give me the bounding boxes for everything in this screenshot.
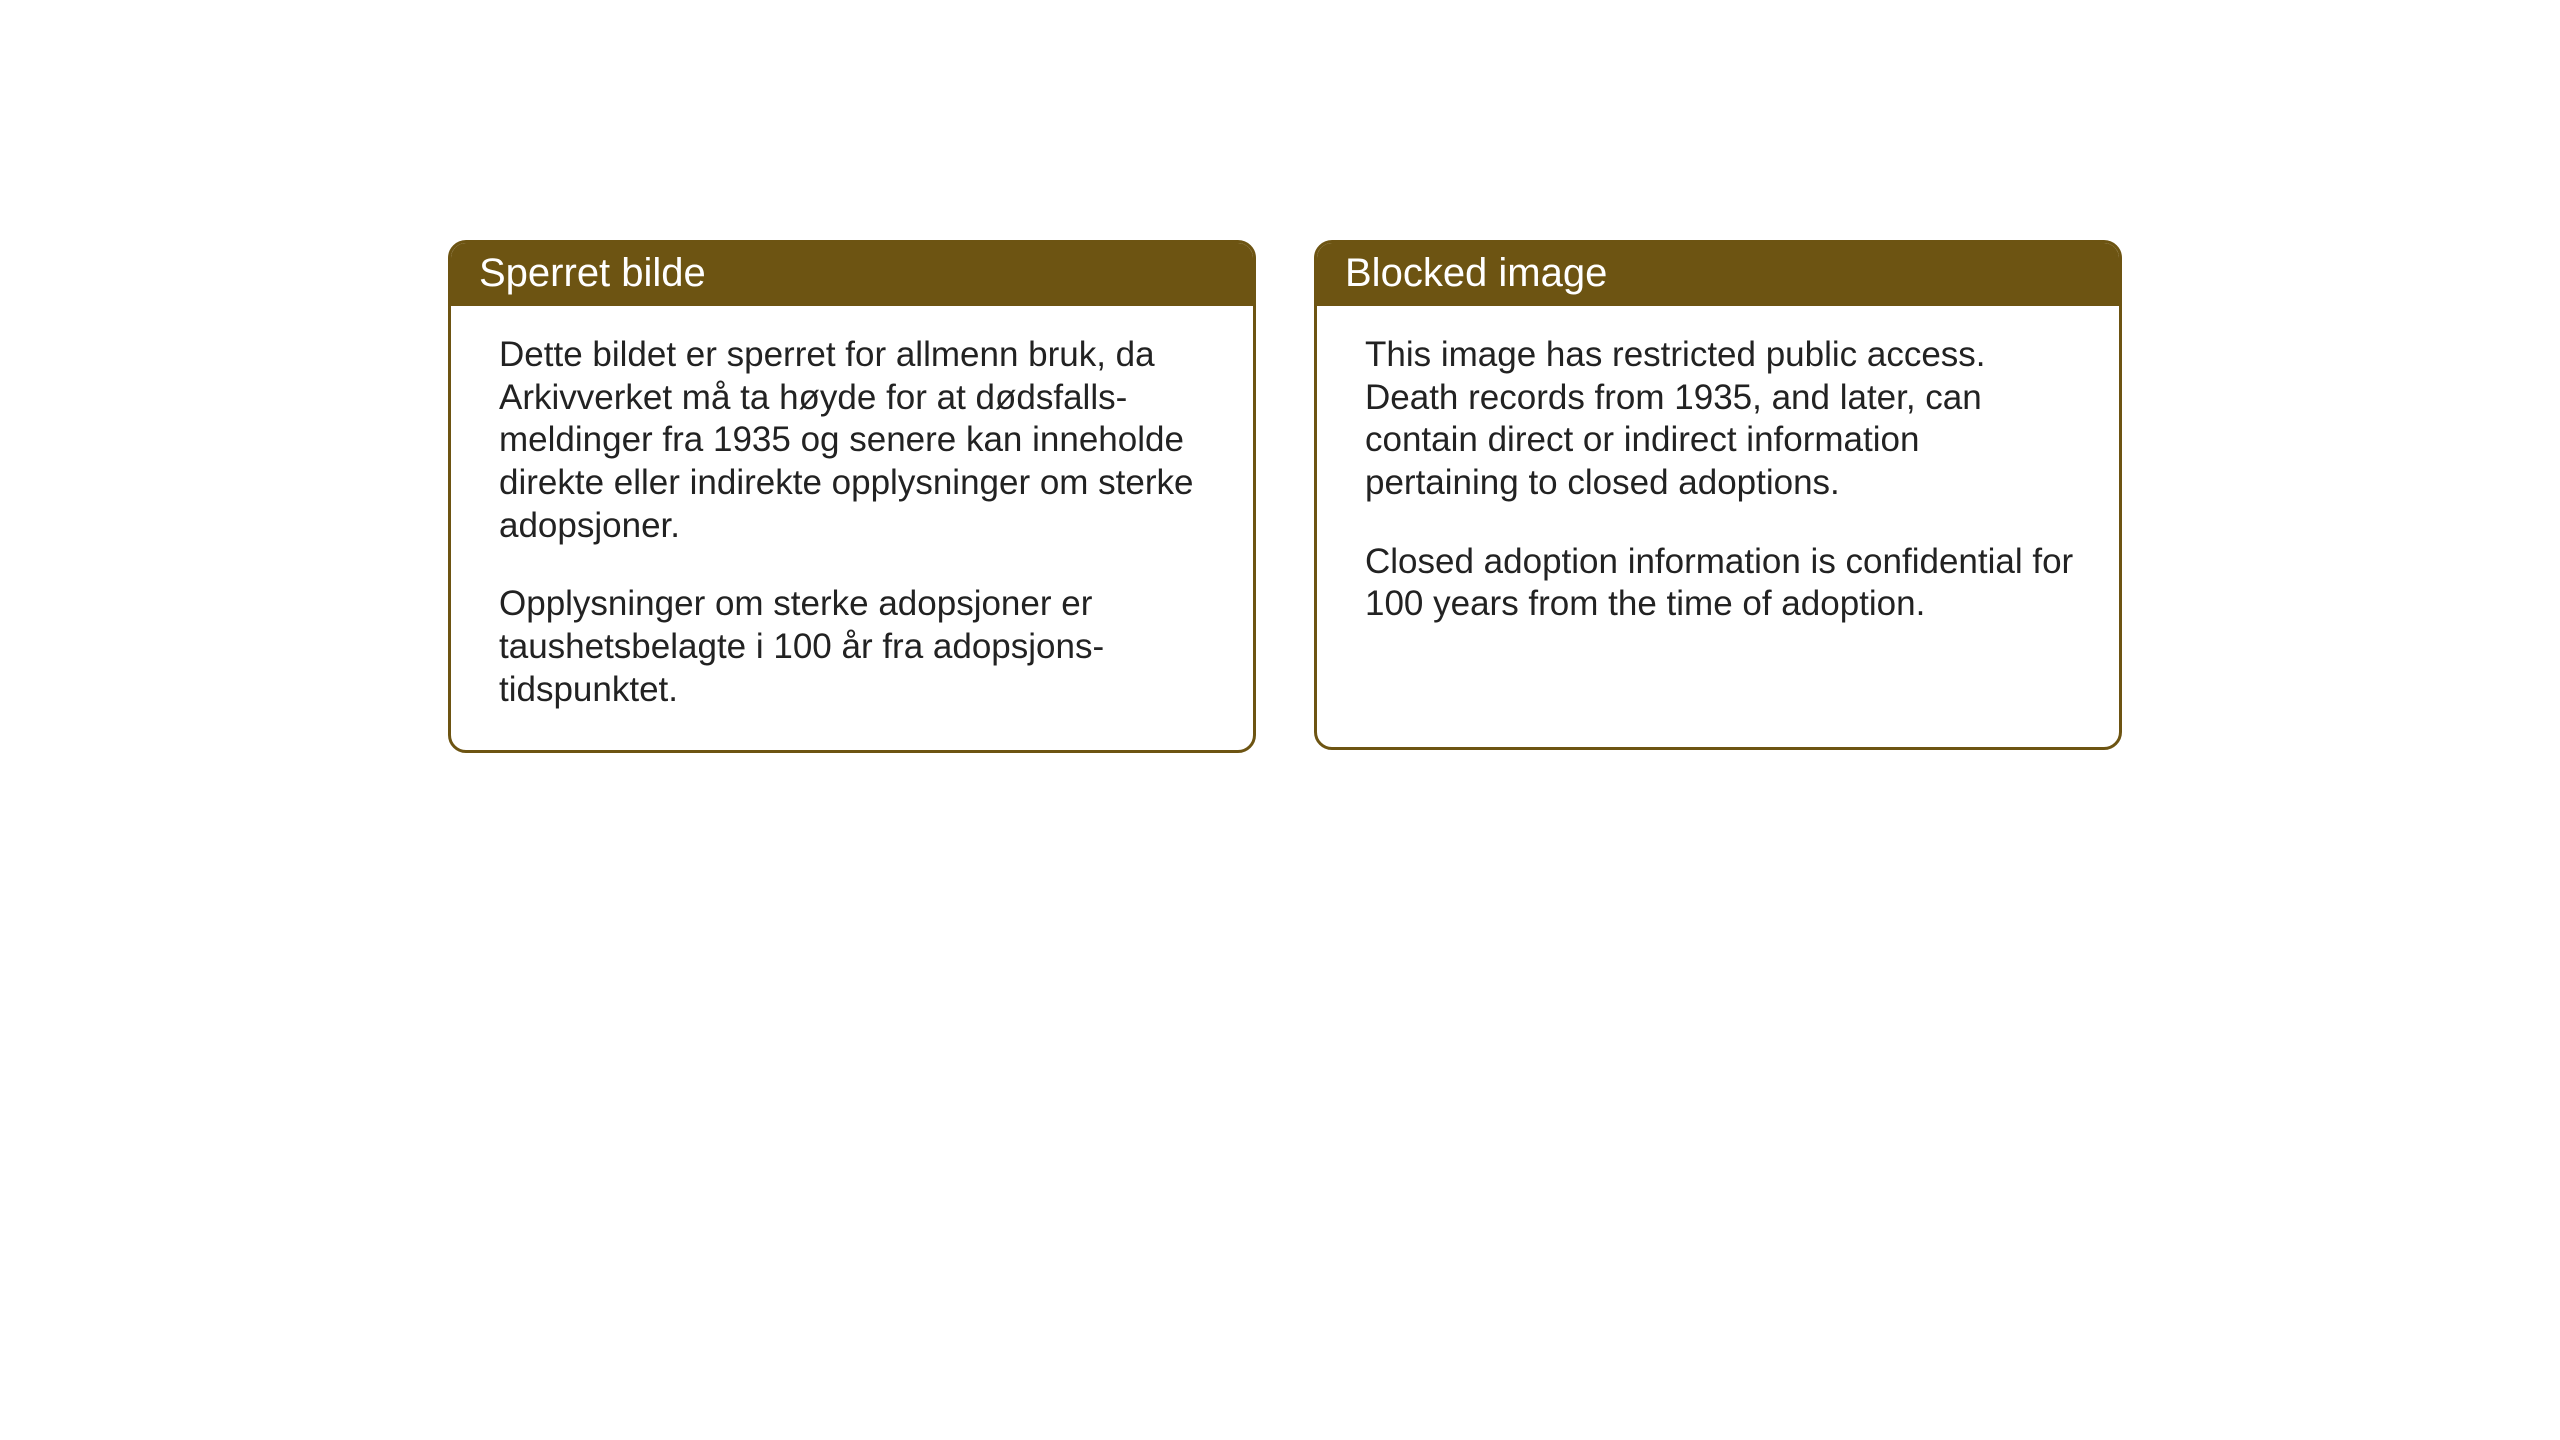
notice-card-norwegian: Sperret bilde Dette bildet er sperret fo… xyxy=(448,240,1256,753)
card-title-norwegian: Sperret bilde xyxy=(451,243,1253,306)
notice-card-english: Blocked image This image has restricted … xyxy=(1314,240,2122,750)
paragraph-2-english: Closed adoption information is confident… xyxy=(1365,541,2079,626)
paragraph-2-norwegian: Opplysninger om sterke adopsjoner er tau… xyxy=(499,583,1213,711)
card-body-norwegian: Dette bildet er sperret for allmenn bruk… xyxy=(451,306,1253,750)
paragraph-1-english: This image has restricted public access.… xyxy=(1365,334,2079,505)
notice-container: Sperret bilde Dette bildet er sperret fo… xyxy=(0,0,2560,753)
card-body-english: This image has restricted public access.… xyxy=(1317,306,2119,664)
card-title-english: Blocked image xyxy=(1317,243,2119,306)
paragraph-1-norwegian: Dette bildet er sperret for allmenn bruk… xyxy=(499,334,1213,547)
